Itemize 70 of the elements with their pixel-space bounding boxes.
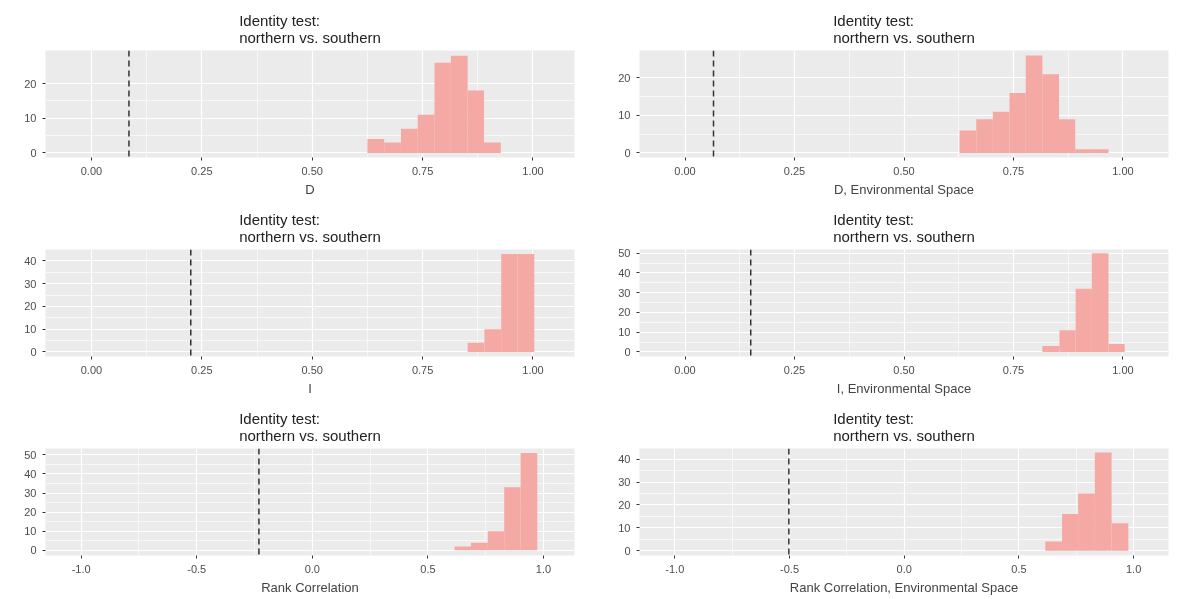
- y-tick-label: 20: [618, 498, 631, 511]
- chart-title: Identity test: northern vs. southern: [239, 409, 381, 444]
- y-tick-label: 10: [618, 326, 631, 339]
- x-tick-label: 0.0: [304, 562, 320, 575]
- y-tick-label: 10: [24, 323, 37, 336]
- x-axis-title: Rank Correlation, Environmental Space: [789, 579, 1019, 595]
- x-tick-label: 0.50: [301, 164, 323, 177]
- x-tick-label: 0.00: [80, 363, 103, 376]
- x-tick-label: -0.5: [780, 562, 800, 575]
- y-tick-label: 0: [30, 544, 37, 557]
- x-tick-label: 1.0: [535, 562, 552, 575]
- x-tick-label: 0.00: [80, 164, 103, 177]
- y-tick-label: 10: [618, 109, 631, 122]
- x-tick-label: 0.5: [1011, 562, 1027, 575]
- y-tick-label: 20: [24, 506, 37, 519]
- x-axis-title: I, Environmental Space: [836, 380, 972, 396]
- x-tick-label: 0.50: [893, 164, 915, 177]
- chart-title: Identity test: northern vs. southern: [833, 409, 975, 444]
- y-tick-label: 40: [618, 453, 631, 466]
- x-tick-label: 1.00: [522, 363, 544, 376]
- chart-title: Identity test: northern vs. southern: [239, 210, 381, 245]
- x-tick-label: 0.25: [783, 164, 806, 177]
- y-tick-label: 30: [618, 286, 631, 299]
- x-tick-label: 1.0: [1125, 562, 1142, 575]
- chart-title: Identity test: northern vs. southern: [833, 11, 975, 46]
- x-axis-title: Rank Correlation: [261, 579, 359, 595]
- x-tick-label: 0.50: [893, 363, 915, 376]
- x-tick-label: -0.5: [187, 562, 207, 575]
- y-tick-label: 20: [618, 71, 631, 84]
- y-tick-label: 0: [624, 544, 631, 557]
- x-tick-label: 0.75: [1002, 164, 1025, 177]
- x-tick-label: 0.75: [411, 164, 434, 177]
- y-tick-label: 0: [624, 146, 631, 159]
- y-tick-label: 30: [24, 487, 37, 500]
- y-tick-label: 10: [618, 521, 631, 534]
- y-tick-label: 30: [24, 277, 37, 290]
- y-tick-label: 10: [24, 112, 37, 125]
- y-tick-label: 50: [618, 247, 631, 260]
- y-tick-label: 40: [24, 254, 37, 267]
- y-tick-label: 0: [624, 345, 631, 358]
- y-tick-label: 20: [24, 77, 37, 90]
- x-tick-label: 0.75: [411, 363, 434, 376]
- y-tick-label: 30: [618, 476, 631, 489]
- x-tick-label: 0.25: [191, 164, 213, 177]
- x-tick-label: 1.00: [522, 164, 544, 177]
- x-tick-label: 1.00: [1112, 363, 1134, 376]
- y-tick-label: 20: [24, 300, 37, 313]
- x-tick-label: 1.00: [1112, 164, 1134, 177]
- y-tick-label: 50: [24, 448, 37, 461]
- chart-title: Identity test: northern vs. southern: [239, 11, 381, 46]
- x-tick-label: 0.0: [896, 562, 912, 575]
- y-tick-label: 0: [30, 146, 37, 159]
- y-tick-label: 40: [24, 467, 37, 480]
- x-tick-label: 0.50: [301, 363, 323, 376]
- x-axis-title: I: [308, 380, 312, 396]
- y-tick-label: 40: [618, 266, 631, 279]
- x-tick-label: 0.00: [674, 363, 696, 376]
- chart-title: Identity test: northern vs. southern: [833, 210, 975, 245]
- x-tick-label: 0.5: [420, 562, 436, 575]
- y-tick-label: 10: [24, 525, 37, 538]
- x-tick-label: 0.25: [191, 363, 213, 376]
- x-tick-label: 0.75: [1002, 363, 1025, 376]
- x-tick-label: -1.0: [665, 562, 685, 575]
- x-axis-title: D: [305, 181, 315, 197]
- x-tick-label: 0.25: [783, 363, 806, 376]
- x-tick-label: 0.00: [674, 164, 696, 177]
- x-tick-label: -1.0: [71, 562, 91, 575]
- y-tick-label: 0: [30, 345, 37, 358]
- x-axis-title: D, Environmental Space: [833, 181, 975, 197]
- y-tick-label: 20: [618, 306, 631, 319]
